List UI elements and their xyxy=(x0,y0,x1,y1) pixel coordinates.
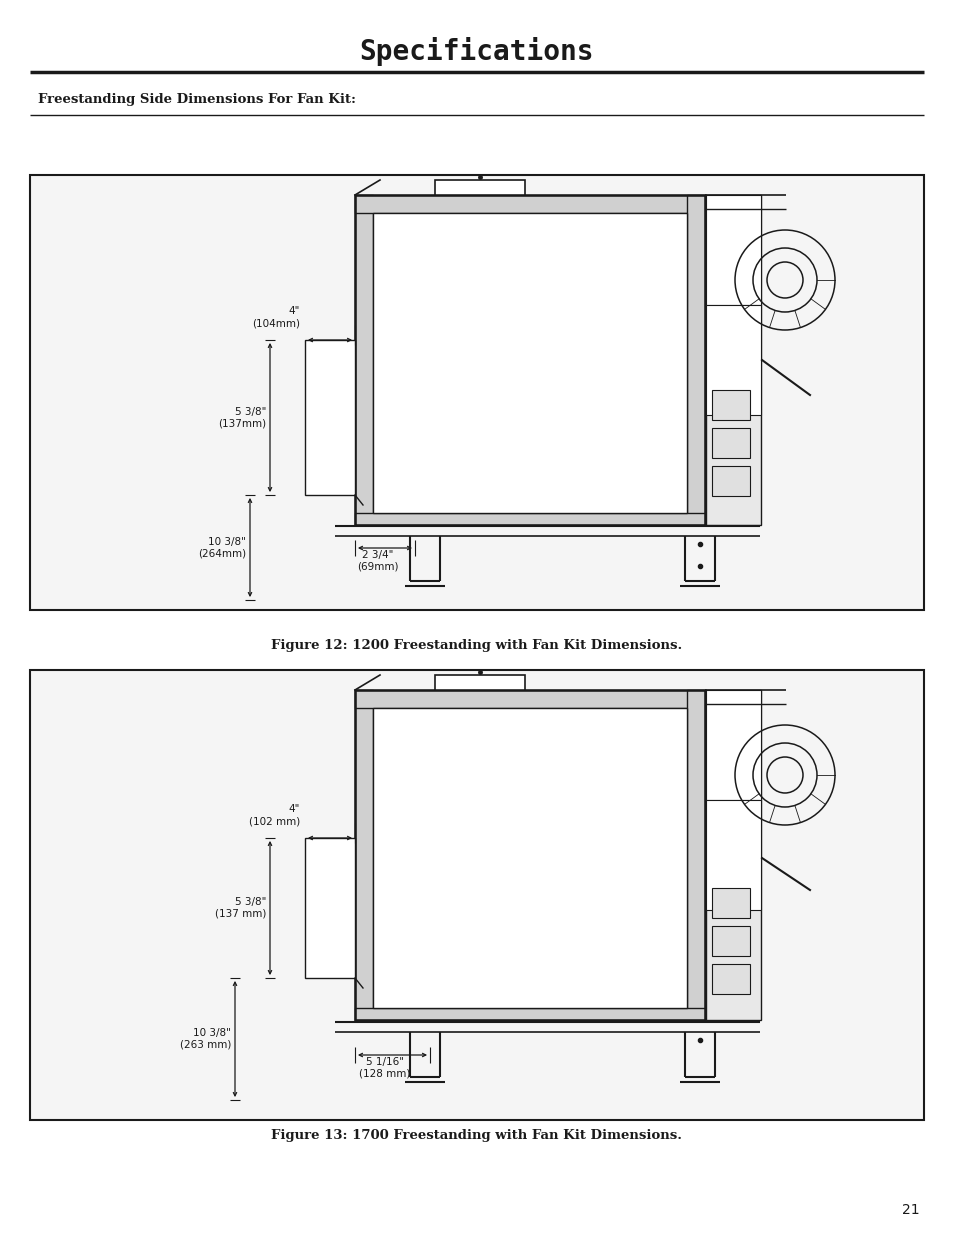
Bar xyxy=(355,195,373,525)
Bar xyxy=(30,175,923,610)
Bar xyxy=(305,839,355,978)
Text: 4"
(104mm): 4" (104mm) xyxy=(252,306,299,329)
Bar xyxy=(355,1008,704,1020)
Bar xyxy=(705,195,760,525)
Text: 5 3/8"
(137 mm): 5 3/8" (137 mm) xyxy=(214,897,266,919)
Text: 10 3/8"
(263 mm): 10 3/8" (263 mm) xyxy=(179,1029,231,1050)
Bar xyxy=(711,390,749,420)
Bar xyxy=(686,690,704,1020)
Text: Figure 13: 1700 Freestanding with Fan Kit Dimensions.: Figure 13: 1700 Freestanding with Fan Ki… xyxy=(272,1129,681,1141)
Bar xyxy=(711,888,749,918)
Bar xyxy=(705,305,760,415)
Text: Figure 12: 1200 Freestanding with Fan Kit Dimensions.: Figure 12: 1200 Freestanding with Fan Ki… xyxy=(271,638,682,652)
Text: Freestanding Side Dimensions For Fan Kit:: Freestanding Side Dimensions For Fan Kit… xyxy=(38,94,355,106)
Bar xyxy=(355,195,704,525)
Text: 4"
(102 mm): 4" (102 mm) xyxy=(249,804,299,826)
Bar xyxy=(30,671,923,1120)
Bar xyxy=(305,340,355,495)
Text: 21: 21 xyxy=(902,1203,919,1216)
Text: 5 3/8"
(137mm): 5 3/8" (137mm) xyxy=(217,406,266,429)
Bar xyxy=(355,690,373,1020)
Bar xyxy=(711,926,749,956)
Bar xyxy=(686,195,704,525)
Bar xyxy=(705,800,760,910)
Bar xyxy=(711,965,749,994)
Bar xyxy=(355,513,704,525)
Bar xyxy=(435,180,524,198)
Text: 2 3/4"
(69mm): 2 3/4" (69mm) xyxy=(356,550,398,572)
Bar xyxy=(705,690,760,1020)
Text: Specifications: Specifications xyxy=(359,37,594,67)
Bar xyxy=(705,195,760,305)
Bar xyxy=(373,708,686,1008)
Bar xyxy=(355,195,704,212)
Bar xyxy=(711,429,749,458)
Bar xyxy=(705,690,760,800)
Bar xyxy=(355,690,704,708)
Bar xyxy=(435,676,524,693)
Bar xyxy=(373,212,686,513)
Text: 10 3/8"
(264mm): 10 3/8" (264mm) xyxy=(197,537,246,558)
Text: 5 1/16"
(128 mm): 5 1/16" (128 mm) xyxy=(359,1057,410,1078)
Bar xyxy=(355,690,704,1020)
Bar xyxy=(711,466,749,496)
